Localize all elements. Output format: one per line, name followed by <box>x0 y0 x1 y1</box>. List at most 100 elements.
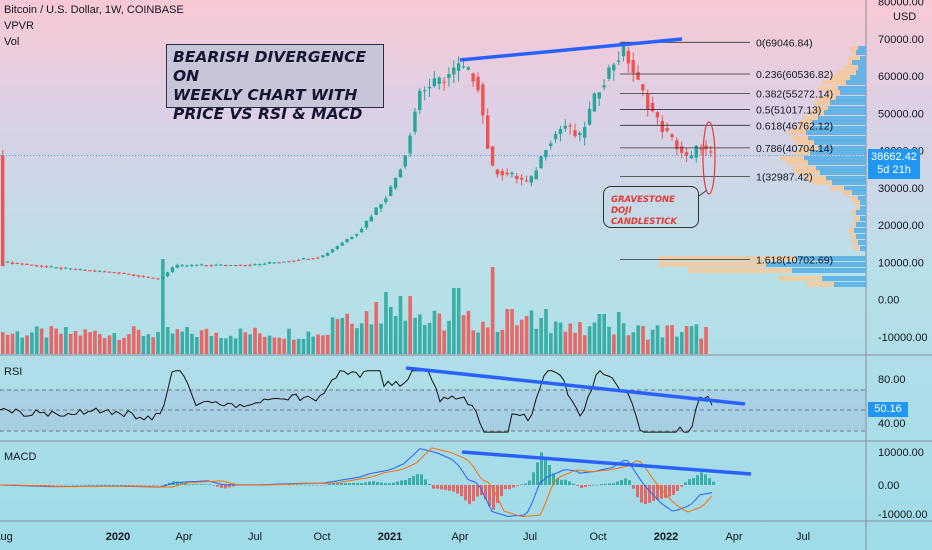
vpvr-sell-bar <box>848 60 852 65</box>
volume-bar <box>330 317 335 354</box>
candle-body <box>350 236 354 239</box>
candle-body <box>534 170 538 180</box>
macd-histogram-bar <box>596 484 599 486</box>
rsi-label[interactable]: RSI <box>4 366 23 378</box>
candle-body <box>592 93 597 112</box>
vpvr-sell-bar <box>792 136 808 141</box>
candle-body <box>330 249 335 253</box>
macd-histogram-bar <box>380 482 383 485</box>
vpvr-sell-bar <box>780 156 804 161</box>
candle-body <box>277 262 281 264</box>
volume-bar <box>612 334 616 354</box>
macd-histogram-bar <box>92 484 95 486</box>
macd-histogram-bar <box>184 483 187 485</box>
macd-histogram-bar <box>648 485 651 503</box>
annotation-line-2: WEEKLY CHART WITH <box>173 86 358 104</box>
volume-bar <box>461 315 466 354</box>
volume-bar <box>15 331 20 354</box>
volume-bar <box>675 336 679 354</box>
vpvr-sell-bar <box>806 282 834 287</box>
macd-histogram-bar <box>524 483 527 485</box>
macd-histogram-bar <box>692 478 695 485</box>
candle-body <box>59 267 63 269</box>
macd-histogram-bar <box>604 483 607 485</box>
volume-bar <box>228 335 233 354</box>
macd-histogram-bar <box>468 485 471 505</box>
vpvr-sell-bar <box>808 110 824 115</box>
candle-body <box>68 268 73 270</box>
candle-body <box>195 265 199 267</box>
candle-body <box>78 269 82 271</box>
volume-bar <box>180 331 185 354</box>
vpvr-buy-bar <box>856 70 866 75</box>
macd-histogram-bar <box>232 485 235 487</box>
vpvr-sell-bar <box>788 130 806 135</box>
volume-bar <box>136 329 141 354</box>
macd-histogram-bar <box>424 479 427 485</box>
price-tick-label: 0.00 <box>878 295 899 307</box>
volume-label[interactable]: Vol <box>4 36 20 48</box>
fib-level-label: 1(32987.42) <box>756 172 813 184</box>
macd-histogram-bar <box>640 485 643 503</box>
macd-histogram-bar <box>580 485 583 489</box>
candle-body <box>117 272 121 274</box>
candle-body <box>529 176 534 183</box>
fib-level-label: 0.236(60536.82) <box>756 69 833 81</box>
candle-body <box>442 81 446 83</box>
volume-bar <box>214 332 218 354</box>
macd-histogram-bar <box>124 485 127 486</box>
macd-histogram-bar <box>84 484 87 486</box>
volume-bar <box>73 330 78 354</box>
candle-body <box>258 264 262 266</box>
volume-bar <box>670 325 674 354</box>
candle-body <box>161 276 165 280</box>
candle-body <box>151 277 155 279</box>
macd-histogram-bar <box>464 485 467 501</box>
candle-body <box>238 264 243 266</box>
time-tick-label: Apr <box>451 531 468 543</box>
vpvr-sell-bar <box>814 100 830 105</box>
volume-bar <box>626 335 631 354</box>
volume-bar <box>233 338 238 354</box>
volume-bar <box>592 322 597 354</box>
macd-histogram-bar <box>76 484 79 486</box>
vpvr-buy-bar <box>860 246 866 251</box>
macd-histogram-bar <box>392 482 395 485</box>
volume-bar <box>539 317 543 354</box>
vpvr-buy-bar <box>822 276 866 281</box>
volume-bar <box>170 333 175 354</box>
candle-body <box>98 270 102 272</box>
volume-bar <box>219 338 223 354</box>
volume-bar <box>25 335 29 354</box>
volume-bar <box>490 267 495 354</box>
candle-body <box>44 266 49 268</box>
macd-histogram-bar <box>228 485 231 488</box>
price-tick-label: 10000.00 <box>878 257 924 269</box>
macd-histogram-bar <box>164 484 167 485</box>
macd-histogram-bar <box>704 474 707 485</box>
candle-body <box>292 260 296 262</box>
vpvr-sell-bar <box>850 234 856 239</box>
vpvr-sell-bar <box>794 126 810 131</box>
macd-histogram-bar <box>188 484 191 485</box>
macd-label[interactable]: MACD <box>4 451 37 463</box>
volume-bar <box>422 325 427 354</box>
macd-histogram-bar <box>400 480 403 485</box>
volume-bar <box>432 310 437 354</box>
candle-body <box>461 66 466 68</box>
rsi-tick-label: 80.00 <box>878 374 906 386</box>
macd-trendline <box>461 450 752 476</box>
candle-body <box>214 264 218 266</box>
macd-histogram-bar <box>120 484 123 486</box>
macd-histogram-bar <box>620 479 623 485</box>
vpvr-buy-bar <box>850 75 866 80</box>
vpvr-buy-bar <box>830 100 866 105</box>
volume-bar <box>466 310 471 354</box>
candle-body <box>64 267 68 269</box>
vpvr-sell-bar <box>854 216 860 221</box>
vpvr-label[interactable]: VPVR <box>4 20 34 32</box>
volume-bar <box>684 326 689 354</box>
vpvr-buy-bar <box>814 140 866 145</box>
volume-bar <box>699 338 703 354</box>
macd-histogram-bar <box>472 485 475 502</box>
